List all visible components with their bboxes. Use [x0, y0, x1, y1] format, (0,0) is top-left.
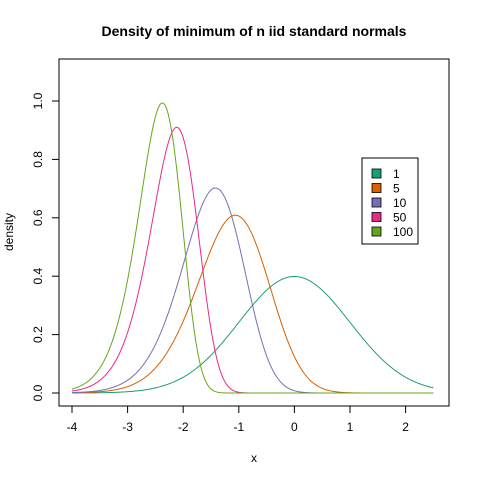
- legend-swatch-1: [371, 168, 382, 179]
- x-axis: -4 -3 -2 -1 0 1 2: [67, 405, 409, 434]
- y-tick-label: 0.8: [31, 151, 45, 168]
- x-tick-label: -3: [122, 420, 133, 434]
- x-axis-label: x: [251, 451, 257, 465]
- legend-label-5: 5: [393, 182, 400, 196]
- series-line-n100: [71, 102, 434, 394]
- x-tick-label: 2: [402, 420, 409, 434]
- legend-swatch-50: [371, 212, 382, 222]
- legend-label-100: 100: [393, 225, 413, 239]
- legend-swatch-5: [371, 183, 382, 193]
- y-tick-label: 0.4: [31, 268, 45, 285]
- x-tick-label: -4: [67, 420, 78, 434]
- legend-swatch-100: [371, 226, 382, 237]
- x-tick-label: -2: [178, 420, 189, 434]
- y-axis: 0.0 0.2 0.4 0.6 0.8 1.0: [31, 92, 60, 401]
- x-tick-label: 1: [347, 420, 354, 434]
- legend-label-10: 10: [393, 196, 407, 210]
- x-tick-label: -1: [233, 420, 244, 434]
- legend-box: [361, 157, 419, 245]
- legend-swatch-10: [371, 197, 382, 208]
- y-axis-label: density: [2, 213, 16, 251]
- y-tick-label: 0.6: [31, 209, 45, 226]
- series-lines: [71, 102, 434, 394]
- legend-label-50: 50: [393, 211, 407, 225]
- x-tick-label: 0: [291, 420, 298, 434]
- series-line-n1: [72, 276, 434, 394]
- y-tick-label: 0.2: [31, 326, 45, 343]
- legend-label-1: 1: [393, 167, 400, 181]
- y-tick-label: 1.0: [31, 92, 45, 109]
- chart-title: Density of minimum of n iid standard nor…: [102, 23, 407, 39]
- y-tick-label: 0.0: [31, 384, 45, 401]
